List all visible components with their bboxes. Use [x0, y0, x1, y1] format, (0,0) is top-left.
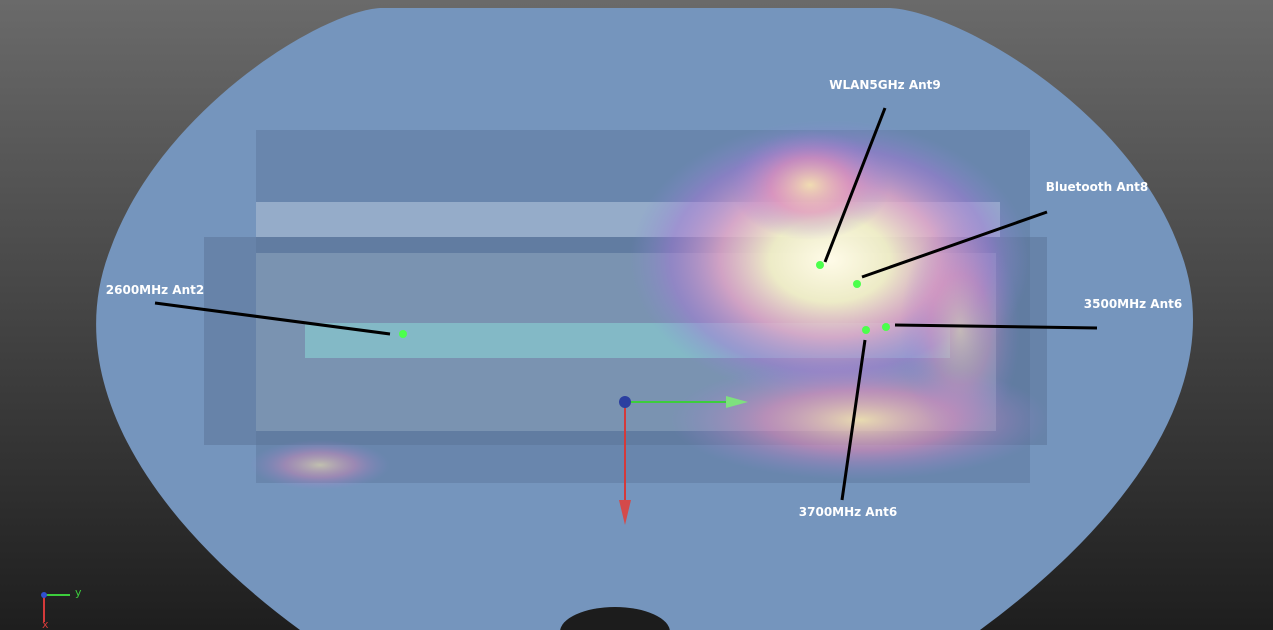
antenna-label: Bluetooth Ant8 [1046, 180, 1149, 194]
triad-y-label: y [75, 586, 82, 599]
antenna-label: WLAN5GHz Ant9 [829, 78, 941, 92]
leader-line [840, 339, 867, 501]
antenna-label: 3500MHz Ant6 [1084, 297, 1182, 311]
antenna-label: 3700MHz Ant6 [799, 505, 897, 519]
leader-line [894, 323, 1098, 330]
field-hotspot [900, 220, 1020, 440]
antenna-point [853, 280, 861, 288]
triad-x-label: x [42, 618, 49, 630]
field-hotspot [730, 130, 890, 240]
axis-y-head [726, 396, 748, 408]
leader-line [823, 107, 887, 263]
antenna-point [882, 323, 890, 331]
antenna-point [816, 261, 824, 269]
neck-notch [560, 607, 670, 630]
field-hotspot [250, 440, 390, 490]
axis-x-head [619, 500, 631, 525]
antenna-label: 2600MHz Ant2 [106, 283, 204, 297]
origin [619, 396, 631, 408]
leader-line [861, 210, 1048, 279]
leader-line [154, 301, 391, 336]
antenna-point [862, 326, 870, 334]
triad-origin [41, 592, 47, 598]
antenna-point [399, 330, 407, 338]
